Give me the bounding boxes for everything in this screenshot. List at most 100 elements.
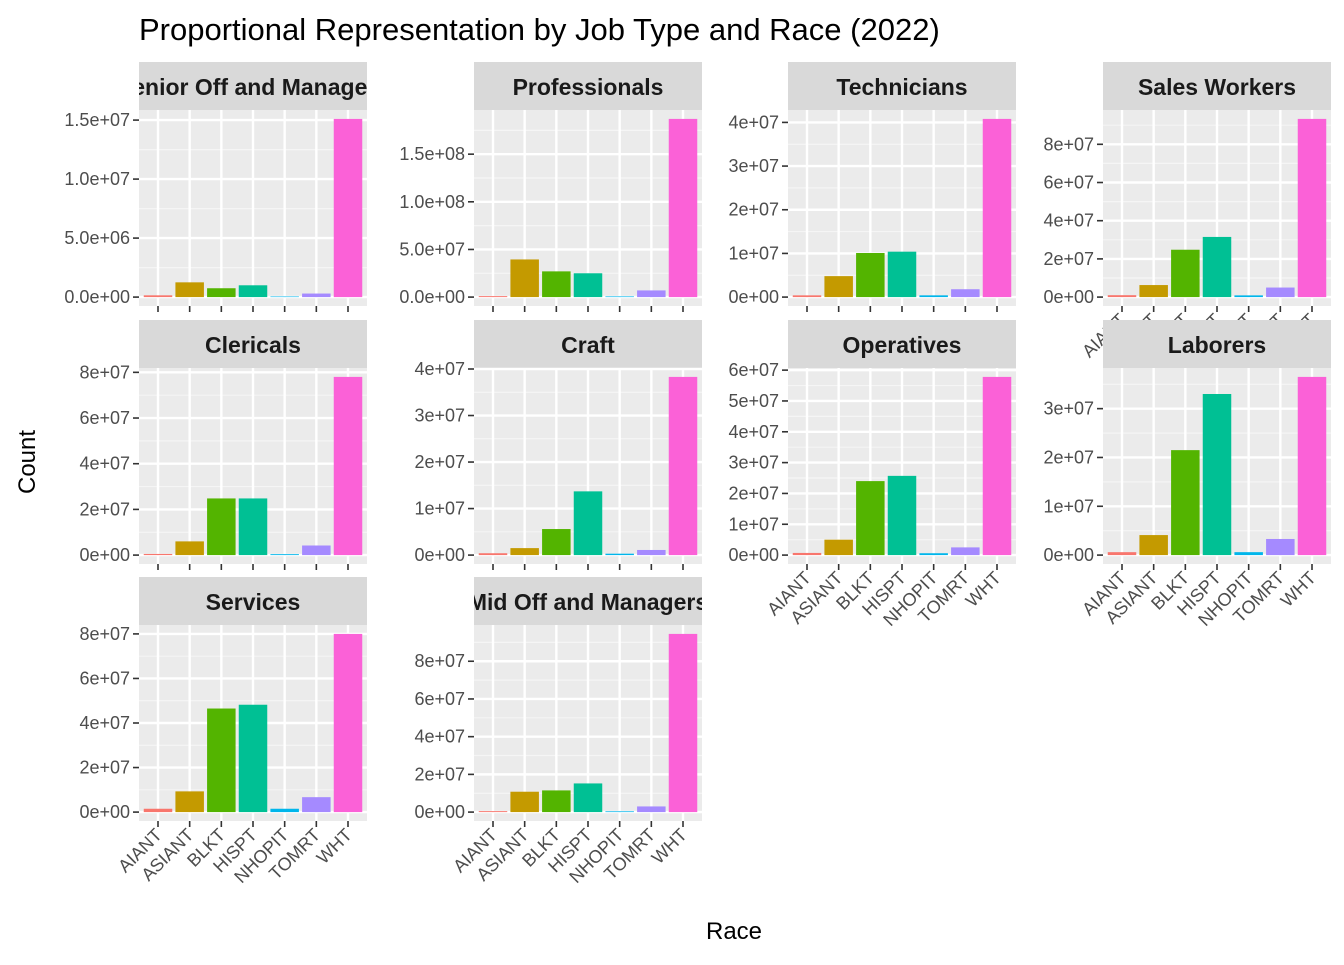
x-tick-label: WHT [962,568,1005,611]
x-tick-label: WHT [648,825,691,868]
bar-aiant [143,553,173,556]
y-tick-label: 3e+07 [414,406,465,426]
bar-tomrt [637,290,666,298]
bar-hispt [573,273,603,298]
y-tick-label: 0e+00 [1043,545,1094,565]
bar-hispt [887,475,917,556]
y-tick-label: 2e+07 [728,483,779,503]
bar-aiant [792,295,822,298]
bar-asiant [1139,535,1168,556]
bar-hispt [887,251,917,298]
facet-strip-label: Laborers [1168,332,1266,358]
bar-wht [668,633,698,813]
facet-strip-label: Craft [561,332,615,358]
bar-hispt [573,783,603,813]
bar-asiant [175,541,204,556]
facet-strip [788,62,1016,110]
bar-asiant [510,548,539,556]
y-tick-label: 6e+07 [414,689,465,709]
bar-blkt [542,529,571,556]
y-tick-label: 4e+07 [79,454,130,474]
facet-strip-label: Clericals [205,332,301,358]
bar-aiant [1107,552,1137,556]
x-tick-label: WHT [1277,568,1320,611]
y-tick-label: 4e+07 [414,359,465,379]
y-tick-label: 0e+00 [79,545,130,565]
y-tick-label: 1e+07 [728,243,779,263]
y-tick-label: 4e+07 [414,727,465,747]
bar-blkt [207,498,236,556]
bar-tomrt [1266,538,1295,556]
bar-nhopit [605,553,634,556]
bar-hispt [573,491,603,556]
y-tick-label: 5e+07 [728,391,779,411]
facet-strip [139,320,367,368]
facet-strip [139,62,367,110]
y-tick-label: 0.0e+00 [399,287,465,307]
x-axis-title: Race [706,918,762,945]
bar-asiant [824,276,853,298]
facet-panel: Professionals 0.0e+00 5.0e+07 1.0e+08 1.5e+0… [399,62,702,312]
bar-blkt [856,252,885,298]
y-tick-label: 2e+07 [79,758,130,778]
y-tick-label: 8e+07 [1043,134,1094,154]
bar-tomrt [302,545,331,556]
bar-aiant [478,811,508,813]
y-tick-label: 8e+07 [414,651,465,671]
bar-blkt [542,790,571,813]
facet-strip-label: Professionals [513,74,664,100]
y-tick-label: 2e+07 [728,200,779,220]
y-tick-label: 4e+07 [728,112,779,132]
facet-panel: Technicians 0e+00 1e+07 2e+07 3e+07 4e+07 [728,62,1016,312]
y-tick-label: 0e+00 [1043,287,1094,307]
bar-wht [333,376,363,556]
facet-strip-label: Services [206,589,301,615]
bar-hispt [1202,393,1232,556]
bar-nhopit [270,808,299,813]
x-tick-label: WHT [313,825,356,868]
bar-asiant [175,791,204,813]
bar-asiant [175,282,204,298]
y-tick-label: 6e+07 [79,408,130,428]
bar-blkt [207,288,236,298]
facet-strip [788,320,1016,368]
bar-asiant [1139,285,1168,298]
y-tick-label: 2e+07 [79,499,130,519]
bar-blkt [1171,450,1200,556]
bar-asiant [510,791,539,813]
bar-tomrt [951,547,980,556]
bar-tomrt [637,549,666,556]
bar-wht [668,376,698,556]
bar-nhopit [270,296,299,298]
bar-wht [1297,376,1327,556]
y-tick-label: 1.0e+07 [64,169,130,189]
y-tick-label: 3e+07 [728,453,779,473]
facet-strip [474,320,702,368]
y-tick-label: 1e+07 [1043,496,1094,516]
y-tick-label: 2e+07 [1043,249,1094,269]
chart-title: Proportional Representation by Job Type … [139,12,940,47]
facet-strip [139,577,367,625]
bar-wht [1297,118,1327,298]
facet-strip-label: Senior Off and Managers [117,74,389,100]
facet-strip [1103,320,1331,368]
y-tick-label: 0.0e+00 [64,287,130,307]
bar-tomrt [637,806,666,813]
y-tick-label: 2e+07 [414,764,465,784]
bar-nhopit [270,554,299,556]
y-tick-label: 0e+00 [728,545,779,565]
bar-wht [333,633,363,813]
facet-panel: Senior Off and Managers 0.0e+00 5.0e+06 1.0… [64,62,389,312]
facet-strip [474,577,702,625]
y-tick-label: 4e+07 [1043,211,1094,231]
facet-panel: Mid Off and Managers 0e+00 2e+07 4e+07 6e+07… [414,577,702,887]
bar-aiant [1107,295,1137,298]
bar-wht [982,376,1012,556]
bar-aiant [143,808,173,813]
y-tick-label: 6e+07 [1043,173,1094,193]
bar-hispt [238,704,268,813]
y-tick-label: 4e+07 [728,422,779,442]
bar-blkt [207,708,236,813]
